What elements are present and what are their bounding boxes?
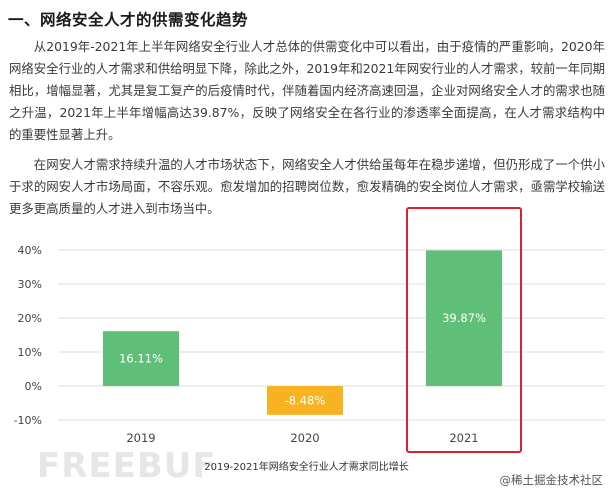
bar-2020 [267, 386, 343, 415]
juejin-watermark: @稀土掘金技术社区 [499, 473, 604, 487]
x-axis-categories: 2019 2020 2021 [126, 431, 478, 445]
y-tick-label: -10% [14, 414, 42, 427]
bar-value-label-2020: -8.48% [285, 393, 326, 407]
y-tick-label: 20% [18, 312, 42, 325]
chart-caption: 2019-2021年网络安全行业人才需求同比增长 [204, 462, 409, 473]
bar-2019 [103, 331, 179, 386]
highlight-box-2021 [406, 207, 522, 453]
paragraph-market-status: 在网安人才需求持续升温的人才市场状态下，网络安全人才供给虽每年在稳步递增，但仍形… [9, 157, 605, 216]
chart-bars: 16.11% -8.48% 39.87% [103, 250, 502, 415]
demand-growth-bar-chart: -10% 0% 10% 20% 30% 40% 16.11% -8.48% 39.87% 20… [14, 207, 605, 453]
y-tick-label: 30% [18, 278, 42, 291]
paragraph-supply-demand: 从2019年-2021年上半年网络安全行业人才总体的供需变化中可以看出，由于疫情… [9, 39, 605, 142]
freebuf-watermark-logo: FREEBUF [37, 446, 217, 486]
x-category-label-2021: 2021 [449, 431, 478, 445]
y-tick-label: 10% [18, 346, 42, 359]
y-tick-label: 0% [25, 380, 42, 393]
x-category-label-2020: 2020 [290, 431, 319, 445]
y-axis-ticks: -10% 0% 10% 20% 30% 40% [14, 244, 42, 427]
bar-value-label-2019: 16.11% [119, 352, 163, 366]
bar-value-label-2021: 39.87% [442, 311, 486, 325]
y-tick-label: 40% [18, 244, 42, 257]
section-heading: 一、网络安全人才的供需变化趋势 [8, 11, 249, 29]
x-category-label-2019: 2019 [126, 431, 155, 445]
bar-2021 [426, 250, 502, 386]
